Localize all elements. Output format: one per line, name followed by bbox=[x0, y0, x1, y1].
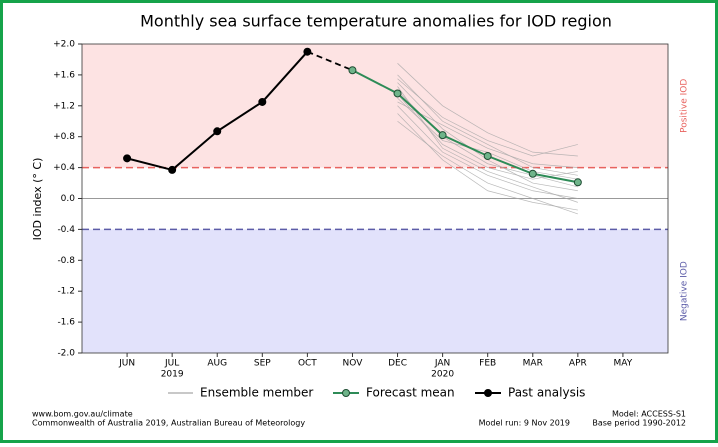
x-tick-label: JAN bbox=[434, 359, 450, 369]
legend-marker bbox=[484, 389, 492, 397]
threshold-label: Positive IOD bbox=[680, 79, 690, 133]
ensemble-line bbox=[397, 63, 578, 157]
y-tick-label: +0.8 bbox=[53, 132, 75, 142]
threshold-label: Negative IOD bbox=[680, 261, 690, 321]
y-axis-label: IOD index (° C) bbox=[31, 158, 44, 241]
x-tick-sublabel: 2020 bbox=[431, 370, 454, 380]
point bbox=[258, 97, 267, 106]
x-tick-label: NOV bbox=[343, 359, 364, 369]
footer-right: Model: ACCESS-S1 bbox=[612, 410, 686, 419]
y-tick-label: -1.6 bbox=[57, 318, 75, 328]
x-tick-sublabel: 2019 bbox=[161, 370, 184, 380]
ensemble-line bbox=[397, 101, 578, 168]
y-tick-label: -0.8 bbox=[57, 256, 75, 266]
x-tick-label: AUG bbox=[207, 359, 227, 369]
legend-label: Forecast mean bbox=[366, 386, 455, 400]
point bbox=[483, 152, 492, 161]
x-tick-label: APR bbox=[569, 359, 587, 369]
ensemble-line bbox=[397, 105, 578, 199]
y-tick-label: +1.6 bbox=[53, 70, 75, 80]
point bbox=[213, 127, 222, 136]
series-line bbox=[352, 69, 579, 184]
footer-left: Commonwealth of Australia 2019, Australi… bbox=[32, 419, 305, 428]
legend-marker bbox=[342, 389, 350, 397]
legend-label: Ensemble member bbox=[200, 386, 313, 400]
point bbox=[123, 154, 132, 163]
point bbox=[168, 165, 177, 174]
y-tick-label: -1.2 bbox=[57, 287, 75, 297]
legend-label: Past analysis bbox=[508, 386, 585, 400]
x-tick-label: OCT bbox=[298, 359, 317, 369]
ensemble-line bbox=[397, 86, 578, 203]
point bbox=[393, 89, 402, 98]
point bbox=[573, 178, 582, 187]
y-tick-label: +1.2 bbox=[53, 101, 75, 111]
point bbox=[438, 131, 447, 140]
x-tick-label: JUL bbox=[164, 359, 179, 369]
footer-right: Base period 1990-2012 bbox=[592, 419, 686, 428]
connector-line bbox=[307, 50, 353, 72]
x-tick-label: FEB bbox=[479, 359, 496, 369]
x-tick-label: MAR bbox=[523, 359, 543, 369]
footer-left: www.bom.gov.au/climate bbox=[32, 410, 133, 419]
x-tick-label: JUN bbox=[118, 359, 135, 369]
ensemble-line bbox=[397, 74, 578, 176]
y-tick-label: -2.0 bbox=[57, 349, 75, 359]
chart-title: Monthly sea surface temperature anomalie… bbox=[140, 12, 612, 31]
point bbox=[348, 66, 357, 75]
threshold-region bbox=[82, 229, 668, 353]
point bbox=[303, 47, 312, 56]
y-tick-label: -0.4 bbox=[57, 225, 75, 235]
y-tick-label: +2.0 bbox=[53, 40, 75, 50]
ensemble-line bbox=[397, 78, 578, 157]
y-tick-label: +0.4 bbox=[53, 163, 75, 173]
threshold-region bbox=[82, 44, 668, 168]
y-tick-label: 0.0 bbox=[61, 194, 76, 204]
x-tick-label: MAY bbox=[614, 359, 633, 369]
ensemble-line bbox=[397, 120, 578, 215]
x-tick-label: SEP bbox=[254, 359, 271, 369]
footer-center: Model run: 9 Nov 2019 bbox=[479, 419, 570, 428]
point bbox=[528, 169, 537, 178]
x-tick-label: DEC bbox=[388, 359, 407, 369]
